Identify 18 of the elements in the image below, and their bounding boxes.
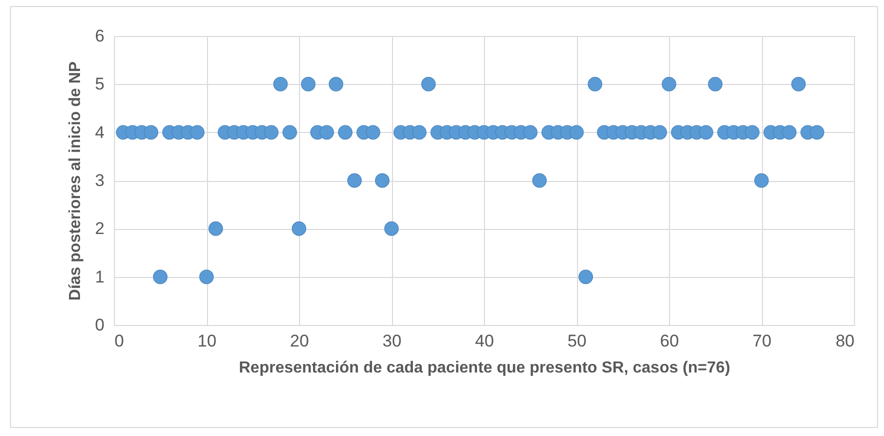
x-tick-label: 30	[382, 332, 402, 350]
y-tick-label: 1	[95, 267, 104, 286]
y-tick-label: 2	[95, 219, 104, 238]
x-tick-label: 70	[752, 332, 772, 350]
x-tick-label: 40	[475, 332, 494, 350]
x-tick-label: 80	[836, 332, 854, 350]
x-tick-label: 0	[114, 332, 124, 350]
x-tick-label: 10	[198, 332, 216, 350]
x-tick-label: 50	[568, 332, 586, 350]
x-tick-label: 20	[290, 332, 309, 350]
y-tick-label: 6	[95, 26, 104, 46]
y-axis-title: Días posteriores al inicio de NP	[67, 61, 84, 301]
y-tick-label: 4	[95, 122, 104, 142]
y-tick-label: 0	[95, 316, 104, 334]
x-tick-label: 60	[660, 332, 679, 350]
x-axis-title: Representación de cada paciente que presento SR, casos (n=76)	[238, 360, 730, 376]
y-tick-label: 5	[95, 74, 104, 94]
y-tick-label: 3	[95, 171, 104, 190]
